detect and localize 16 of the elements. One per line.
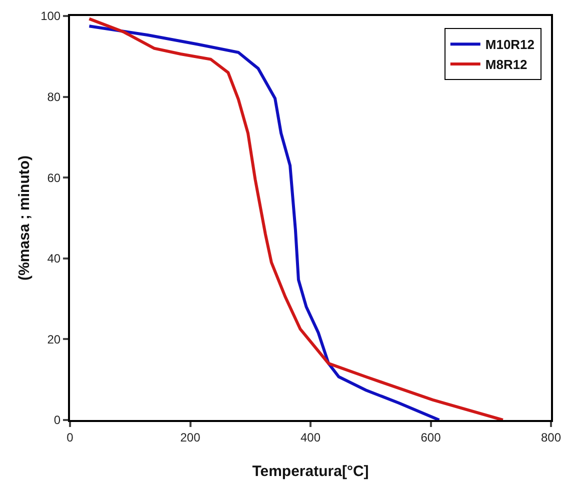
y-tick-label: 80 (47, 90, 61, 104)
y-tick-label: 100 (40, 9, 61, 24)
x-tick-label: 800 (540, 430, 562, 444)
x-tick-label: 200 (180, 430, 201, 444)
x-tick-label: 400 (300, 430, 321, 444)
y-tick-label: 60 (47, 170, 61, 185)
legend-label: M10R12 (485, 37, 535, 52)
x-axis-title: Temperatura[°C] (252, 463, 369, 480)
line-series (88, 24, 441, 420)
y-tick-label: 20 (47, 332, 61, 346)
y-tick-label: 0 (54, 413, 61, 428)
legend-label: M8R12 (485, 57, 528, 72)
x-tick-label: 600 (420, 430, 442, 444)
y-tick-label: 40 (47, 252, 61, 266)
y-axis-title: (%masa ; minuto) (16, 155, 33, 281)
x-tick-label: 0 (66, 430, 74, 444)
